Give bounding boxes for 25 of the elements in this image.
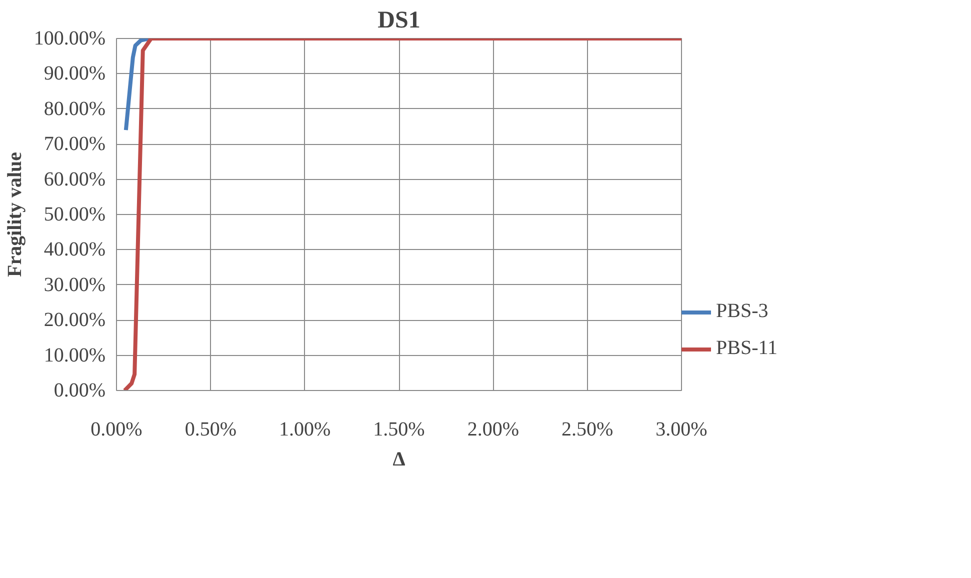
legend-label: PBS-3: [716, 300, 768, 323]
x-tick-label: 1.00%: [279, 418, 331, 440]
line-series: [124, 38, 152, 132]
y-tick-label: 80.00%: [44, 98, 106, 120]
y-axis-title: Fragility value: [4, 152, 26, 277]
y-tick-label: 100.00%: [34, 28, 106, 50]
y-tick-label: 50.00%: [44, 204, 106, 226]
y-tick-label: 0.00%: [54, 380, 106, 402]
x-axis-title: Δ: [392, 448, 406, 470]
x-tick-label: 0.00%: [90, 418, 142, 440]
y-tick-label: 30.00%: [44, 274, 106, 296]
x-tick-label: 2.00%: [467, 418, 520, 440]
y-tick-label: 70.00%: [44, 133, 106, 156]
y-tick-label: 90.00%: [44, 62, 106, 85]
y-tick-label: 60.00%: [44, 168, 106, 190]
x-tick-label: 3.00%: [656, 418, 708, 440]
y-tick-label: 20.00%: [44, 309, 106, 332]
y-tick-label: 40.00%: [44, 238, 106, 261]
x-tick-label: 1.50%: [373, 418, 425, 440]
x-tick-label: 2.50%: [562, 418, 614, 440]
x-tick-label: 0.50%: [184, 418, 237, 440]
y-tick-label: 10.00%: [44, 344, 106, 366]
chart-title: DS1: [378, 8, 420, 34]
legend-label: PBS-11: [716, 337, 778, 360]
line-series: [122, 38, 682, 390]
